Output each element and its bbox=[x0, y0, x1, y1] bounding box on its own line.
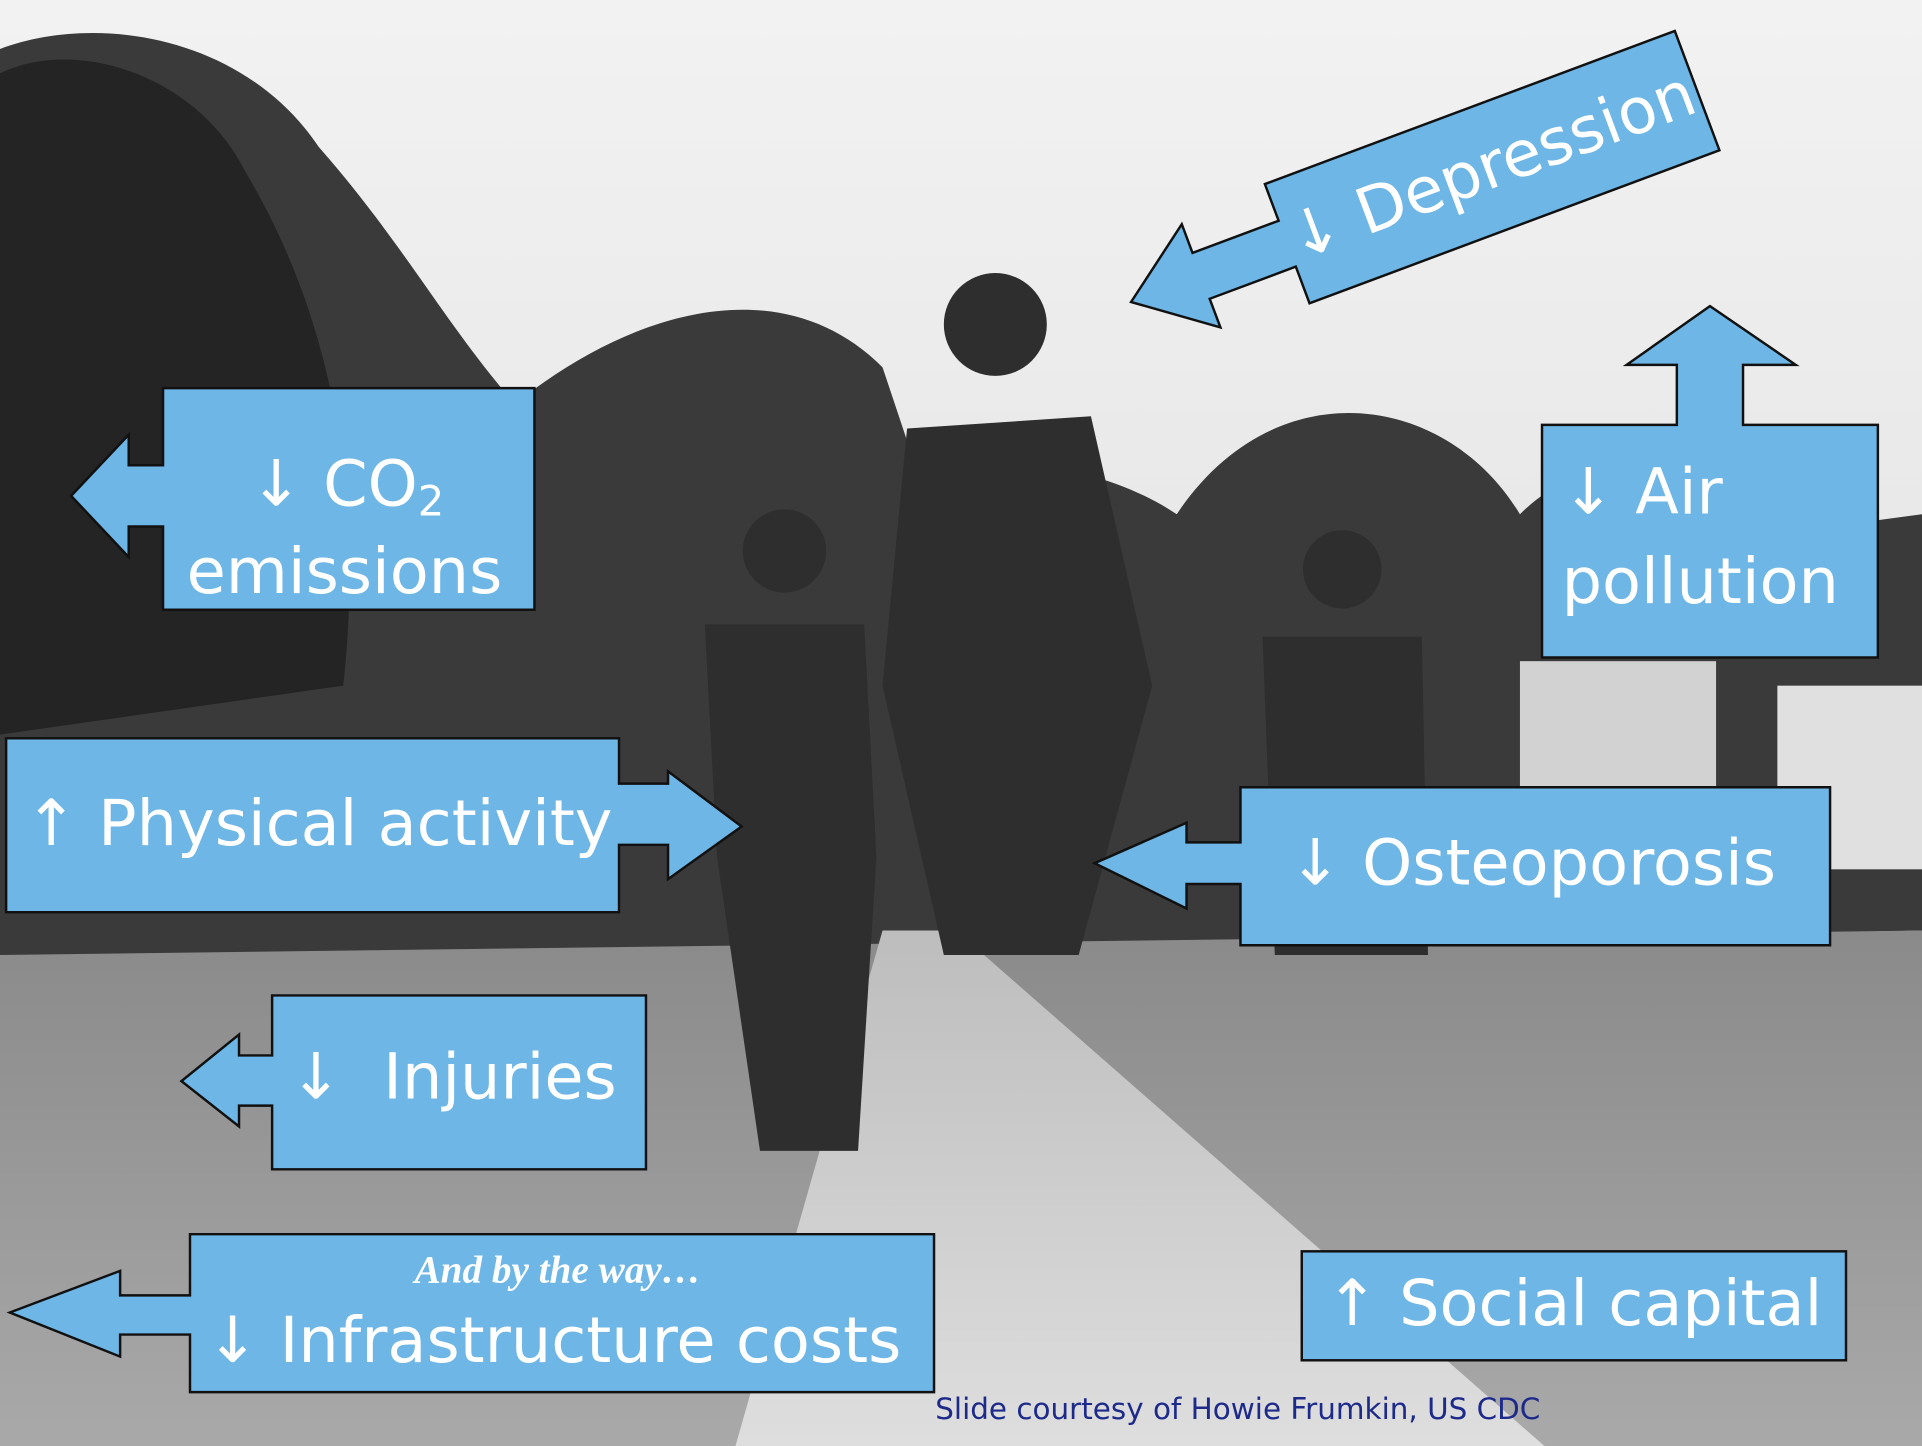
label: emissions bbox=[187, 535, 503, 609]
label: ↓ Air bbox=[1562, 455, 1724, 529]
label: ↑ Social capital bbox=[1325, 1267, 1822, 1341]
social-capital-callout: ↑ Social capital bbox=[1302, 1251, 1846, 1360]
photo bbox=[0, 0, 1922, 1446]
label: ↓ Injuries bbox=[289, 1041, 616, 1115]
label: ↑ Physical activity bbox=[25, 787, 613, 861]
slide: ↓ CO2 emissions ↓ Depression ↓ Air pollu… bbox=[0, 0, 1922, 1446]
label: ↓ CO2 bbox=[249, 447, 444, 526]
label: ↓ Osteoporosis bbox=[1288, 826, 1776, 900]
subscript: 2 bbox=[418, 476, 445, 525]
label: pollution bbox=[1562, 545, 1839, 619]
label: ↓ Infrastructure costs bbox=[206, 1304, 901, 1378]
note: And by the way… bbox=[411, 1248, 700, 1291]
credit: Slide courtesy of Howie Frumkin, US CDC bbox=[935, 1392, 1540, 1426]
label-text: ↓ CO bbox=[249, 447, 417, 521]
